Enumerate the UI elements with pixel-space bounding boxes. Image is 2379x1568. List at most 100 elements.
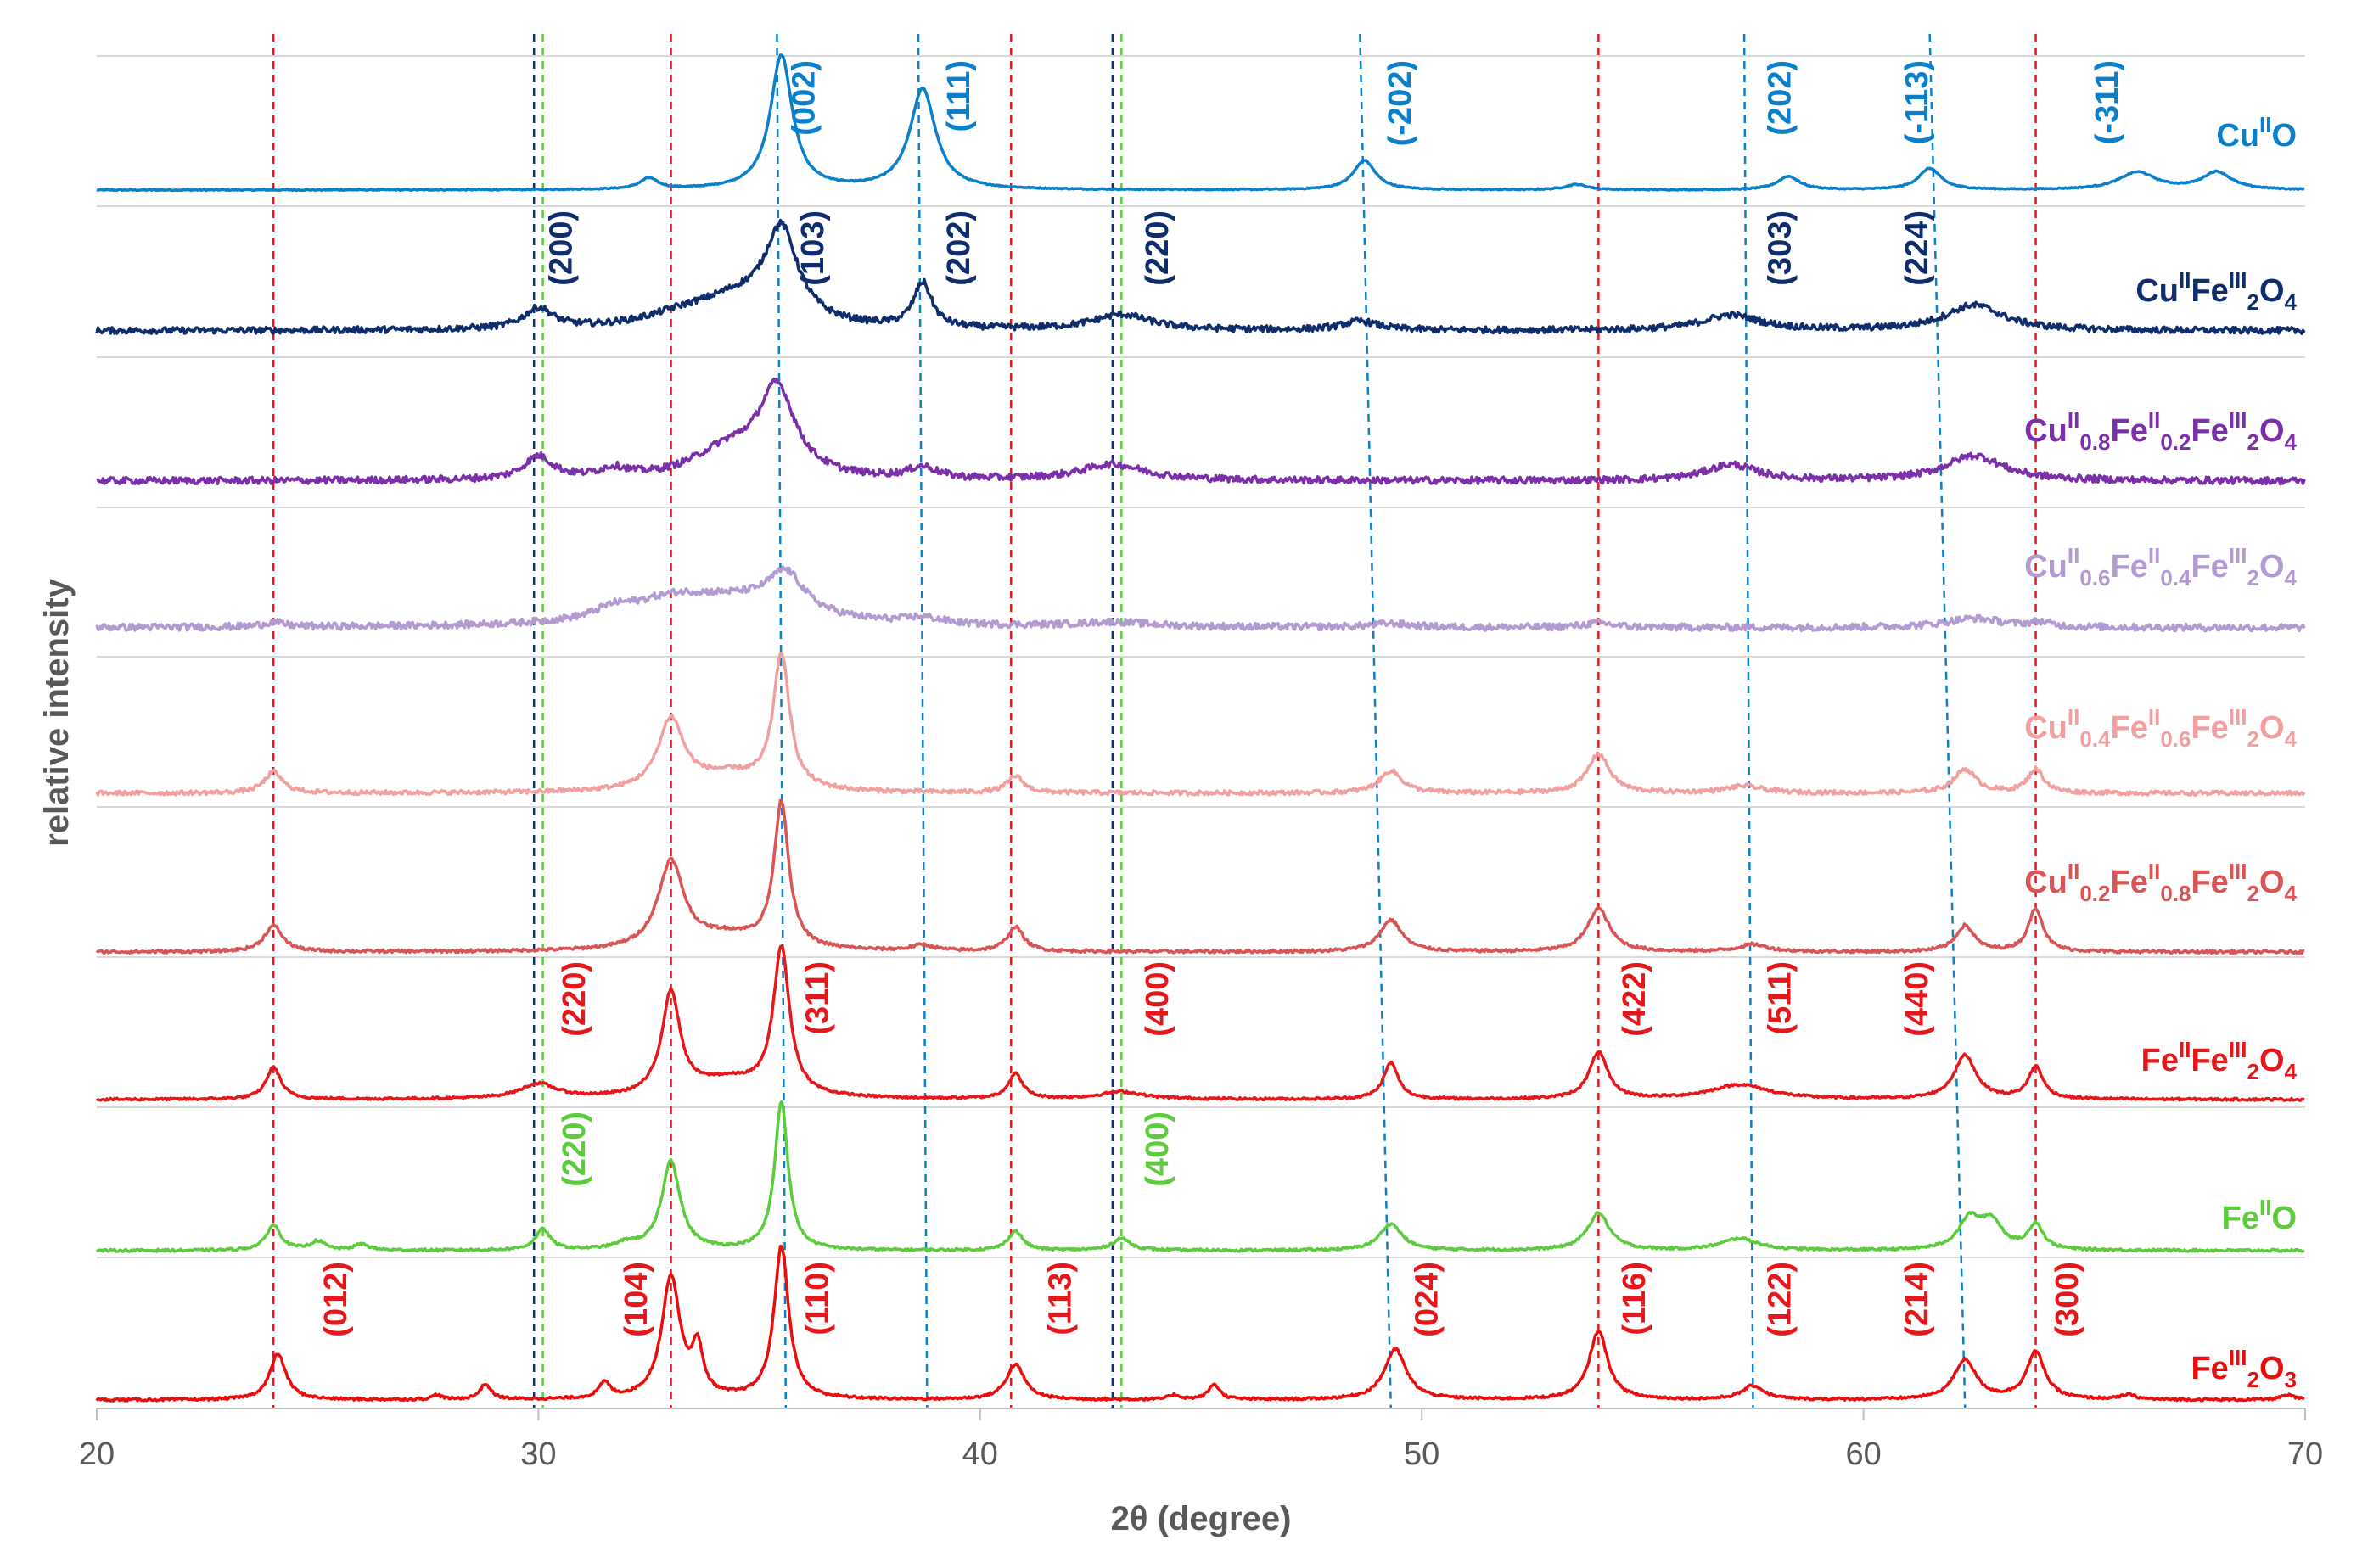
series-label-part: 0.4 (2079, 726, 2111, 752)
series-label: CuII​0.8​FeII​0.2​FeIII​2​O4​ (2024, 407, 2297, 455)
series-label: FeIII​2​O3​ (2191, 1345, 2297, 1392)
reference-line (1928, 33, 1967, 1409)
series-label-part: 2 (2247, 1367, 2259, 1392)
series-label-part: II (2148, 543, 2160, 568)
series-label-part: Fe (2191, 710, 2228, 746)
series-label-part: O (2259, 1351, 2285, 1386)
series-label-part: O (2271, 1201, 2297, 1236)
peak-label: (440) (1899, 961, 1935, 1037)
reference-lines (272, 33, 2037, 1409)
series-label-part: Fe (2191, 865, 2228, 900)
series-label-part: 2 (2247, 881, 2259, 906)
series-label-part: III (2229, 859, 2247, 884)
series-label: CuII​0.4​FeII​0.6​FeIII​2​O4​ (2024, 704, 2297, 752)
series-label-part: 2 (2247, 429, 2259, 455)
peak-label: (113) (1043, 1262, 1079, 1336)
reference-line (776, 33, 788, 1409)
peak-annotations: (002) (111) (-202) (202) (-113) (-311) (200) (1… (318, 60, 2125, 1337)
x-tick-label: 70 (2287, 1436, 2323, 1472)
series-label-part: Fe (2222, 1201, 2259, 1236)
series-label-part: O (2259, 413, 2285, 449)
series-label-part: Fe (2191, 1351, 2228, 1386)
series-label-part: III (2229, 704, 2247, 730)
series-label-part: II (2068, 543, 2079, 568)
series-label-part: 2 (2247, 565, 2259, 591)
series-trace (95, 565, 2306, 633)
series-label-part: O (2271, 118, 2297, 154)
x-axis: 20 30 40 50 60 70 (79, 1408, 2323, 1472)
series-label-part: Cu (2024, 549, 2068, 585)
series-label-part: Fe (2141, 1043, 2179, 1078)
x-tick-label: 20 (79, 1436, 115, 1472)
x-tick-label: 50 (1404, 1436, 1439, 1472)
peak-label: (220) (557, 1112, 592, 1187)
series-trace (96, 377, 2306, 486)
series-label-part: Cu (2024, 710, 2068, 746)
series-label-part: II (2179, 267, 2191, 293)
series-label-part: Fe (2111, 413, 2148, 449)
series-label-part: 4 (2285, 429, 2298, 455)
reference-line (917, 33, 929, 1409)
peak-label: (511) (1763, 961, 1798, 1035)
peak-label: (-202) (1383, 60, 1418, 146)
peak-label: (303) (1763, 210, 1798, 286)
x-tick-label: 30 (520, 1436, 556, 1472)
series-label-part: 0.2 (2160, 429, 2191, 455)
peak-label: (220) (1140, 210, 1175, 286)
peak-label: (116) (1617, 1262, 1652, 1336)
series-label-part: II (2179, 1037, 2191, 1062)
traces (95, 53, 2306, 1403)
series-label-part: 4 (2285, 289, 2298, 315)
peak-label: (-113) (1899, 60, 1935, 144)
series-label-part: Fe (2191, 549, 2228, 585)
x-tick-label: 60 (1845, 1436, 1881, 1472)
series-label-part: Cu (2024, 413, 2068, 449)
series-trace (95, 218, 2306, 335)
series-label-part: II (2068, 859, 2079, 884)
series-label: FeII​O (2222, 1195, 2297, 1236)
peak-label: (200) (543, 210, 579, 286)
series-label-part: II (2068, 704, 2079, 730)
series-trace (95, 798, 2305, 955)
series-label-part: III (2229, 407, 2247, 433)
series-trace (95, 1100, 2305, 1253)
peak-label: (214) (1899, 1262, 1935, 1337)
peak-label: (400) (1140, 961, 1175, 1037)
series-labels: CuII​O CuII​FeIII​2​O4​ CuII​0.8​FeII​0.2​… (2024, 112, 2297, 1392)
series-trace (95, 652, 2306, 797)
peak-label: (224) (1899, 210, 1935, 286)
x-axis-label: 2θ (degree) (1111, 1500, 1292, 1537)
series-label-part: 4 (2285, 1059, 2298, 1084)
series-label-part: 0.2 (2079, 881, 2110, 906)
series-label: CuII​0.2​FeII​0.8​FeIII​2​O4​ (2024, 859, 2297, 906)
series-label-part: II (2148, 859, 2160, 884)
peak-label: (300) (2050, 1262, 2085, 1337)
series-label-part: 4 (2285, 726, 2298, 752)
series-label-part: 0.6 (2160, 726, 2191, 752)
series-label-part: III (2229, 1037, 2247, 1062)
series-label: CuII​FeIII​2​O4​ (2135, 267, 2297, 315)
series-label-part: O (2259, 1043, 2285, 1078)
series-label-part: 2 (2247, 1059, 2259, 1084)
series-label-part: 2 (2247, 289, 2259, 315)
reference-line (1742, 33, 1754, 1409)
series-label-part: 0.8 (2079, 429, 2110, 455)
series-label-part: Fe (2111, 710, 2148, 746)
series-label-part: 0.6 (2079, 565, 2110, 591)
peak-label: (104) (619, 1262, 654, 1337)
series-label-part: O (2259, 273, 2285, 309)
series-label: FeII​FeIII​2​O4​ (2141, 1037, 2298, 1084)
series-label-part: 4 (2285, 565, 2298, 591)
series-label-part: 0.8 (2160, 881, 2191, 906)
series-label-part: Fe (2111, 865, 2148, 900)
series-label-part: II (2148, 704, 2160, 730)
peak-label: (103) (795, 210, 831, 286)
series-label-part: III (2229, 543, 2247, 568)
series-label-part: Fe (2191, 413, 2228, 449)
series-label-part: O (2259, 865, 2285, 900)
series-label-part: II (2259, 112, 2271, 137)
series-label-part: 3 (2285, 1367, 2297, 1392)
series-label-part: 4 (2285, 881, 2298, 906)
